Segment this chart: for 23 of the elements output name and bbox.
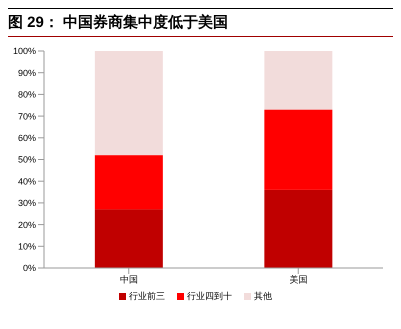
legend-label: 行业四到十 [187, 290, 232, 303]
y-tick-label: 30% [18, 198, 36, 208]
bar [94, 155, 163, 210]
y-tick-label: 60% [18, 132, 36, 143]
y-tick-label: 0% [22, 263, 36, 274]
bar [264, 110, 332, 190]
y-tick-label: 40% [18, 176, 36, 186]
y-tick-label: 50% [18, 154, 36, 165]
y-tick-label: 90% [18, 68, 36, 78]
x-tick-label: 美国 [289, 274, 308, 284]
y-tick-label: 70% [18, 111, 36, 122]
bar [94, 51, 163, 156]
legend-label: 行业前三 [129, 290, 165, 303]
y-tick-label: 100% [12, 46, 36, 56]
bar [264, 51, 332, 110]
chart-title: 图 29： 中国券商集中度低于美国 [8, 8, 393, 37]
y-tick-label: 10% [18, 241, 36, 252]
bar [264, 190, 332, 268]
y-tick-label: 80% [18, 90, 36, 100]
legend-label: 其他 [254, 290, 272, 303]
bar [94, 209, 163, 268]
x-tick-label: 中国 [120, 274, 138, 284]
y-tick-label: 20% [18, 220, 36, 230]
